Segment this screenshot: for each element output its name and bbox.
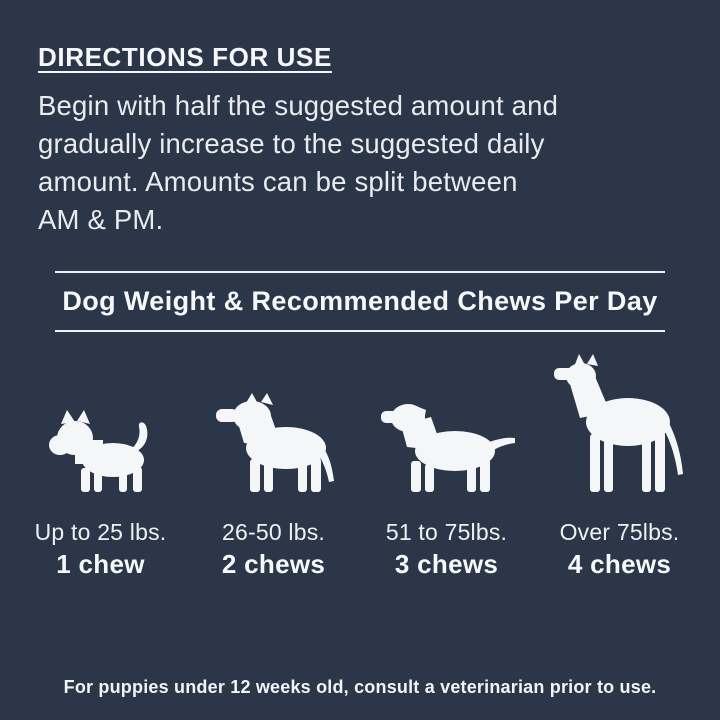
weight-range: Over 75lbs.	[559, 519, 680, 545]
dosage-labels-row: Up to 25 lbs. 1 chew 26-50 lbs. 2 chews …	[14, 518, 706, 581]
chews-per-day: 2 chews	[221, 549, 326, 579]
chews-per-day: 3 chews	[394, 549, 499, 579]
large-dog-silhouette-svg	[380, 404, 515, 492]
directions-body-line: amount. Amounts can be split between	[38, 166, 518, 197]
dosage-label-small: Up to 25 lbs. 1 chew	[14, 518, 187, 581]
dosage-label-giant: Over 75lbs. 4 chews	[533, 518, 706, 581]
dog-silhouettes-row	[14, 332, 706, 492]
directions-body-line: AM & PM.	[38, 204, 164, 235]
puppy-warning-note: For puppies under 12 weeks old, consult …	[63, 677, 657, 697]
dog-column-small	[14, 408, 187, 492]
dog-column-medium	[187, 393, 360, 492]
chews-per-day: 4 chews	[567, 549, 672, 579]
dosage-label-medium: 26-50 lbs. 2 chews	[187, 518, 360, 581]
chews-per-day: 1 chew	[56, 549, 145, 579]
dog-column-large	[360, 397, 533, 492]
directions-body-line: gradually increase to the suggested dail…	[38, 128, 545, 159]
large-dog-icon	[379, 397, 515, 492]
medium-dog-silhouette-svg	[215, 393, 334, 492]
divider-top	[55, 271, 665, 273]
giant-dog-silhouette-svg	[553, 354, 683, 492]
medium-dog-icon	[214, 393, 334, 492]
directions-body-line: Begin with half the suggested amount and	[38, 90, 559, 121]
directions-title: DIRECTIONS FOR USE	[38, 42, 332, 72]
small-dog-icon	[48, 408, 153, 492]
weight-range: 51 to 75lbs.	[385, 519, 508, 545]
weight-range: 26-50 lbs.	[221, 519, 325, 545]
chart-heading: Dog Weight & Recommended Chews Per Day	[62, 286, 658, 316]
giant-dog-icon	[550, 354, 690, 492]
divider-bottom	[55, 330, 665, 332]
weight-range: Up to 25 lbs.	[34, 519, 167, 545]
dog-column-giant	[533, 354, 706, 492]
small-dog-silhouette-svg	[48, 410, 147, 492]
directions-body: Begin with half the suggested amount and…	[38, 87, 682, 239]
dosage-label-large: 51 to 75lbs. 3 chews	[360, 518, 533, 581]
